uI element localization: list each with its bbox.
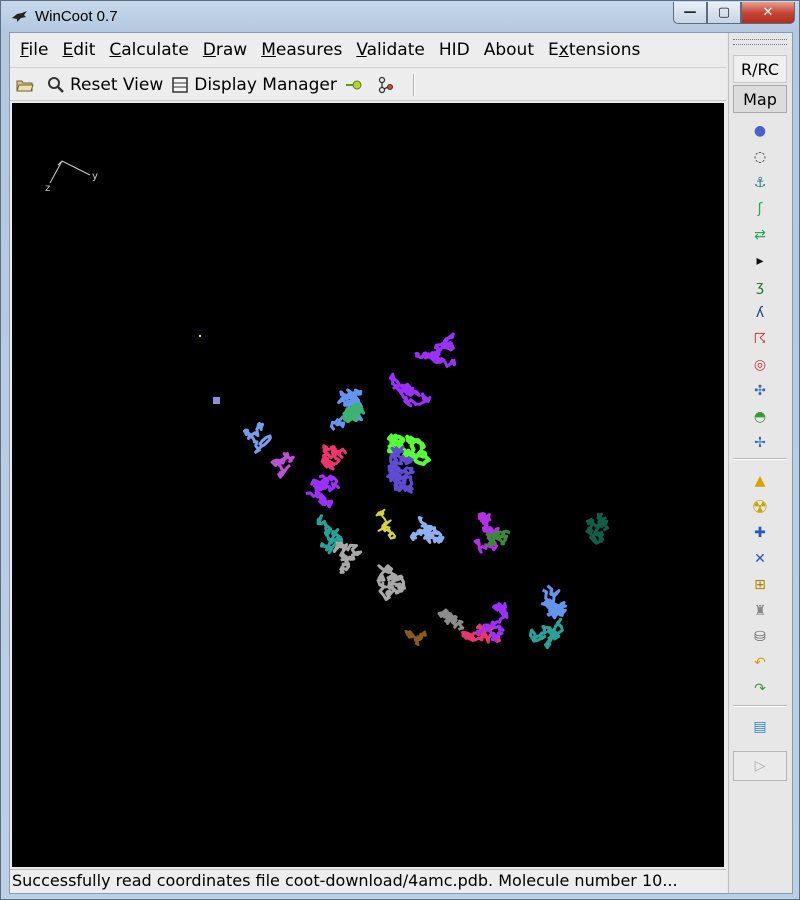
rrc-button[interactable]: R/RC (733, 55, 787, 83)
protein-chain-trace (485, 529, 511, 547)
protein-chain-trace (270, 452, 295, 479)
side-chain-icon[interactable]: ◓ (753, 409, 767, 425)
close-icon: ✕ (762, 5, 774, 20)
radioactive-icon[interactable]: ☢ (751, 496, 769, 518)
panel-separator (733, 458, 787, 460)
menu-edit[interactable]: Edit (62, 40, 96, 60)
protein-chain-trace (388, 372, 432, 408)
status-bar: Successfully read coordinates file coot-… (10, 869, 726, 893)
protein-chain-trace (332, 541, 363, 574)
window-title: WinCoot 0.7 (35, 8, 118, 25)
maximize-button[interactable]: ▢ (707, 2, 741, 24)
protein-chain-trace (376, 564, 406, 601)
place-helix-icon[interactable]: ✚ (754, 525, 766, 541)
menu-measures[interactable]: Measures (261, 40, 343, 60)
status-message: Successfully read coordinates file coot-… (12, 871, 678, 890)
main-toolbar: Reset View Display Manager (10, 69, 726, 101)
display-manager-button[interactable]: Display Manager (171, 75, 337, 95)
reset-view-button[interactable]: Reset View (47, 75, 163, 95)
molecule-view[interactable] (12, 103, 724, 867)
protein-chain-trace (473, 511, 500, 554)
molecule-graphics-canvas[interactable]: y z (12, 103, 724, 867)
protein-chain-trace (305, 474, 340, 509)
open-coordinates-button[interactable] (16, 76, 39, 94)
protein-chain-trace (585, 512, 610, 545)
map-button[interactable]: Map (733, 85, 787, 113)
protein-chain-trace (320, 444, 347, 471)
panel-grip[interactable] (733, 39, 787, 45)
protein-chain-trace (341, 402, 366, 424)
protein-chain-trace (404, 629, 427, 646)
protein-chain-trace (461, 623, 502, 644)
display-manager-label: Display Manager (194, 74, 337, 95)
delete-icon[interactable]: ⛁ (754, 629, 766, 645)
folder-open-icon (16, 80, 34, 91)
title-bar[interactable]: WinCoot 0.7 — ▢ ✕ (1, 1, 799, 33)
close-button[interactable]: ✕ (741, 2, 795, 24)
protein-chain-trace (540, 584, 568, 620)
minimize-icon: — (683, 5, 697, 20)
mutate-icon[interactable]: ʎ (755, 305, 765, 321)
coot-bird-icon (12, 11, 27, 22)
add-terminal-residue-icon[interactable]: ⊞ (754, 577, 766, 593)
regularize-icon[interactable]: ◌ (753, 149, 767, 165)
add-alt-conf-icon[interactable]: ʒ (755, 279, 765, 295)
menu-extensions[interactable]: Extensions (548, 40, 641, 60)
play-button[interactable]: ▷ (733, 751, 787, 781)
rotate-translate-icon[interactable]: ✣ (754, 383, 766, 399)
magnifier-icon (48, 76, 64, 93)
protein-chain-trace (243, 422, 272, 454)
protein-chain-trace (437, 608, 465, 631)
torsion-edit-icon[interactable]: ◎ (753, 357, 767, 373)
protein-chain-trace (528, 617, 564, 650)
reset-view-label: Reset View (70, 74, 164, 95)
toolbar-separator (412, 73, 415, 96)
clear-pending-icon[interactable]: ♜ (753, 603, 767, 619)
rotamer-icon[interactable]: ʃ (757, 201, 763, 217)
more-arrow-icon[interactable]: ▸ (756, 253, 764, 269)
minimize-button[interactable]: — (673, 2, 707, 24)
menu-about[interactable]: About (483, 40, 534, 60)
go-to-atom-icon (345, 80, 362, 89)
protein-chain-trace (409, 516, 445, 544)
menu-draw[interactable]: Draw (202, 40, 248, 60)
protein-chain-trace (386, 445, 415, 494)
menu-calculate[interactable]: Calculate (109, 40, 189, 60)
panel-separator (733, 705, 787, 707)
add-atom-icon[interactable]: ▲ (754, 473, 766, 489)
chain-refine-icon[interactable]: ✢ (754, 435, 766, 451)
undo-icon[interactable]: ↶ (754, 655, 766, 671)
model-toolbar-panel: R/RC Map ● ◌ ⚓ ʃ ⇄ ▸ ʒ ʎ ☈ ◎ ✣ ◓ ✢ ▲ ☢ ✚ ✕ ⊞ ♜ ⛁ ↶ ↷ ▤ ▷ (728, 33, 792, 893)
delete-atom-icon[interactable]: ✕ (754, 551, 766, 567)
auto-fit-rotamer-icon[interactable]: ☈ (753, 331, 767, 347)
protein-chain-trace (316, 514, 344, 555)
residue-info-icon (378, 76, 393, 93)
menu-hid[interactable]: HID (438, 40, 470, 60)
menu-bar: File Edit Calculate Draw Measures Valida… (10, 33, 726, 68)
rigid-body-icon[interactable]: ⚓ (753, 175, 767, 191)
protein-chain-trace (414, 332, 456, 368)
maximize-icon: ▢ (717, 5, 731, 20)
display-manager-icon (172, 76, 188, 93)
client-area: File Edit Calculate Draw Measures Valida… (9, 32, 793, 894)
go-to-atom-button[interactable] (345, 76, 368, 94)
pepflip-icon[interactable]: ⇄ (754, 227, 766, 243)
residue-info-button[interactable] (376, 76, 399, 94)
menu-file[interactable]: File (20, 40, 49, 60)
protein-chain-trace (475, 602, 509, 642)
refine-sphere-icon[interactable]: ● (753, 123, 767, 139)
redo-icon[interactable]: ↷ (754, 681, 766, 697)
menu-validate[interactable]: Validate (356, 40, 425, 60)
protein-chain-trace (375, 508, 397, 540)
flag-icon[interactable]: ▤ (753, 719, 767, 735)
